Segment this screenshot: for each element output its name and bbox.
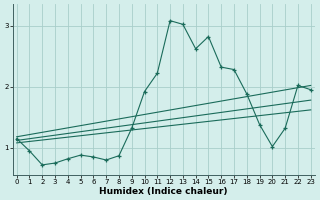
X-axis label: Humidex (Indice chaleur): Humidex (Indice chaleur) [100,187,228,196]
